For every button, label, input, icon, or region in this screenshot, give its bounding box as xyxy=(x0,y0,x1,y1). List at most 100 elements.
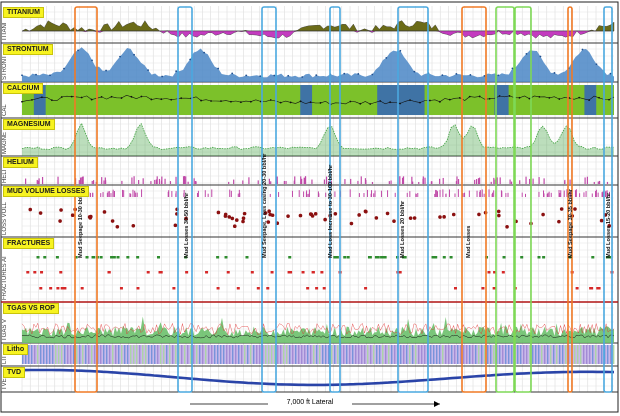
fracture-green-mark xyxy=(537,256,541,259)
track-label-calcium: CALCIUM xyxy=(3,83,44,94)
mud-loss-bar xyxy=(543,193,545,197)
litho-stripe xyxy=(526,345,528,364)
litho-stripe xyxy=(361,345,363,364)
mud-loss-bar xyxy=(488,189,490,197)
helium-spike xyxy=(499,177,501,184)
helium-spike xyxy=(424,177,426,184)
mud-loss-point xyxy=(385,211,390,216)
litho-stripe xyxy=(385,345,387,364)
helium-spike xyxy=(133,176,135,184)
mud-loss-bar xyxy=(325,192,327,197)
helium-spike xyxy=(360,176,362,184)
calcium-point xyxy=(359,102,362,105)
mud-loss-bar xyxy=(559,193,561,197)
litho-stripe xyxy=(259,345,261,364)
fracture-green-mark xyxy=(116,256,120,259)
mud-loss-bar xyxy=(308,189,310,197)
helium-spike xyxy=(285,180,287,184)
mud-loss-point xyxy=(58,219,62,223)
mud-loss-bar xyxy=(597,192,599,197)
mud-loss-bar xyxy=(525,193,527,197)
mud-loss-bar xyxy=(575,189,577,197)
litho-stripe xyxy=(106,345,108,364)
fracture-green-mark xyxy=(568,256,572,259)
helium-spike xyxy=(519,180,521,184)
litho-stripe xyxy=(244,345,246,364)
fracture-red-mark xyxy=(270,271,274,274)
litho-stripe xyxy=(550,345,552,364)
highlight-box-orange xyxy=(461,6,487,393)
strontium-point xyxy=(413,70,416,73)
fracture-red-mark xyxy=(596,287,600,290)
fracture-red-mark xyxy=(266,287,270,290)
fracture-red-mark xyxy=(493,271,497,274)
mud-loss-bar xyxy=(479,190,481,197)
highlight-box-green xyxy=(514,6,532,393)
helium-spike xyxy=(131,177,133,184)
litho-stripe xyxy=(508,345,510,364)
mud-loss-bar xyxy=(196,192,198,197)
litho-stripe xyxy=(364,345,366,364)
calcium-point xyxy=(289,101,292,104)
highlight-box-green xyxy=(495,6,515,393)
helium-spike xyxy=(311,179,313,184)
mud-loss-bar xyxy=(605,190,607,197)
mud-loss-point xyxy=(234,218,239,222)
mud-loss-point xyxy=(438,215,442,219)
strontium-point xyxy=(133,53,135,56)
strontium-point xyxy=(231,72,234,75)
fracture-green-mark xyxy=(343,256,347,259)
helium-spike xyxy=(294,176,296,184)
helium-spike xyxy=(597,181,599,184)
helium-spike xyxy=(388,181,390,184)
mud-loss-bar xyxy=(409,191,411,197)
annotation-label: Mud Seepage, Loss casing 20-30 bbl/hr xyxy=(262,153,268,258)
mud-loss-bar xyxy=(380,190,382,197)
mud-loss-point xyxy=(363,209,368,214)
litho-stripe xyxy=(163,345,165,364)
fracture-red-mark xyxy=(315,287,319,290)
calcium-point xyxy=(60,96,63,98)
litho-stripe xyxy=(253,345,255,364)
calcium-point xyxy=(50,99,53,102)
mud-loss-bar xyxy=(439,189,441,197)
litho-stripe xyxy=(502,345,504,364)
litho-stripe xyxy=(337,345,339,364)
mud-loss-bar xyxy=(550,192,552,197)
mud-loss-point xyxy=(70,213,75,218)
strontium-points xyxy=(21,48,612,78)
fracture-green-mark xyxy=(335,256,339,259)
helium-spike xyxy=(418,181,420,184)
litho-stripe xyxy=(232,345,234,364)
mud-loss-bar xyxy=(349,189,351,197)
fracture-green-mark xyxy=(85,256,89,259)
litho-stripe xyxy=(307,345,309,364)
litho-stripe xyxy=(268,345,270,364)
helium-spike xyxy=(430,181,433,184)
mud-loss-point xyxy=(607,224,612,228)
litho-stripe xyxy=(241,345,243,364)
fracture-red-mark xyxy=(311,271,315,274)
calcium-point xyxy=(31,98,33,101)
mud-loss-bar xyxy=(387,190,389,197)
mud-loss-bar xyxy=(415,193,417,197)
litho-stripe xyxy=(250,345,252,364)
litho-stripe xyxy=(196,345,198,364)
strontium-point xyxy=(49,74,51,77)
mud-loss-point xyxy=(241,216,246,220)
mud-loss-bar xyxy=(134,190,136,197)
fracture-red-mark xyxy=(289,271,293,274)
mud-loss-bar xyxy=(454,193,456,197)
litho-stripe xyxy=(577,345,579,364)
strontium-point xyxy=(525,53,528,55)
mud-loss-bar xyxy=(211,189,213,197)
litho-stripe xyxy=(223,345,225,364)
litho-stripe xyxy=(319,345,321,364)
litho-stripe xyxy=(208,345,210,364)
litho-stripe xyxy=(136,345,138,364)
calcium-point xyxy=(488,97,491,100)
litho-stripe xyxy=(586,345,588,364)
mud-loss-bar xyxy=(563,190,565,197)
mud-loss-bar xyxy=(434,193,436,197)
helium-spike xyxy=(411,176,413,184)
